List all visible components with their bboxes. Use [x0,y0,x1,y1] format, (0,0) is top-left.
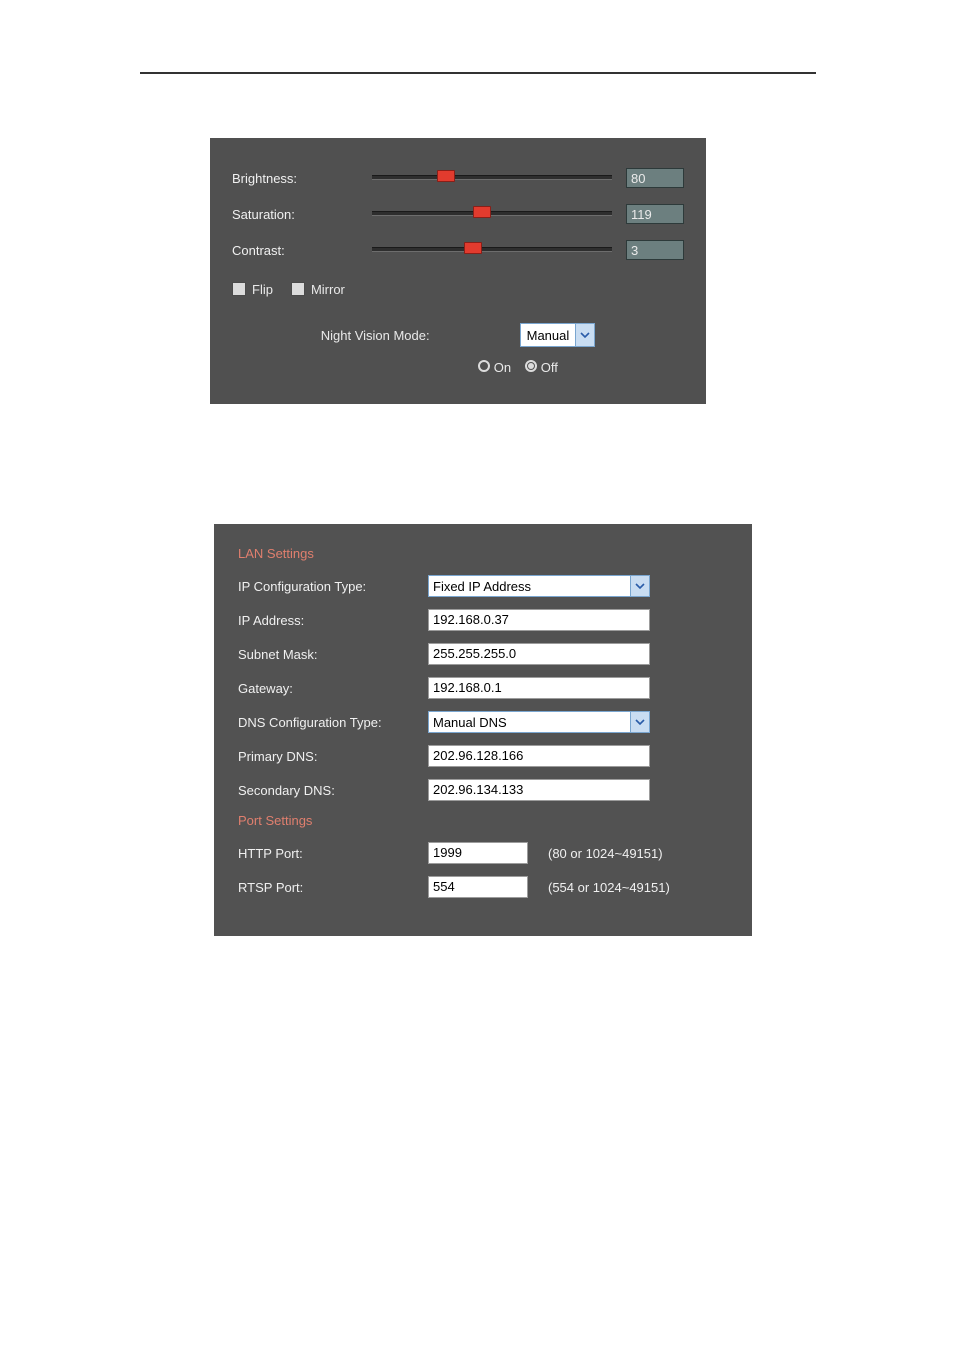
brightness-slider-thumb[interactable] [437,170,455,182]
ip-config-type-value: Fixed IP Address [433,579,531,594]
header-divider [140,72,816,74]
contrast-slider-thumb[interactable] [464,242,482,254]
primary-dns-label: Primary DNS: [238,749,428,764]
mirror-checkbox-wrap[interactable]: Mirror [291,282,345,297]
secondary-dns-label: Secondary DNS: [238,783,428,798]
image-settings-panel: Brightness: 80 Saturation: 119 Contrast:… [210,138,706,404]
chevron-down-icon [630,712,649,732]
nv-on-radio[interactable] [478,360,490,372]
saturation-row: Saturation: 119 [232,196,684,232]
nv-off-label: Off [541,360,558,375]
lan-settings-title: LAN Settings [238,546,728,561]
contrast-label: Contrast: [232,243,372,258]
http-port-label: HTTP Port: [238,846,428,861]
gateway-input[interactable]: 192.168.0.1 [428,677,650,699]
flip-label: Flip [252,282,273,297]
night-vision-label: Night Vision Mode: [321,328,430,343]
night-vision-onoff: On Off [232,360,684,375]
contrast-value[interactable]: 3 [626,240,684,260]
ip-address-input[interactable]: 192.168.0.37 [428,609,650,631]
saturation-label: Saturation: [232,207,372,222]
saturation-value[interactable]: 119 [626,204,684,224]
flip-mirror-row: Flip Mirror [232,276,684,302]
night-vision-row: Night Vision Mode: Manual [232,322,684,348]
flip-checkbox-wrap[interactable]: Flip [232,282,273,297]
primary-dns-input[interactable]: 202.96.128.166 [428,745,650,767]
flip-checkbox[interactable] [232,282,246,296]
brightness-value[interactable]: 80 [626,168,684,188]
http-port-hint: (80 or 1024~49151) [548,846,663,861]
ip-config-type-label: IP Configuration Type: [238,579,428,594]
mirror-checkbox[interactable] [291,282,305,296]
mirror-label: Mirror [311,282,345,297]
ip-address-label: IP Address: [238,613,428,628]
chevron-down-icon [630,576,649,596]
nv-off-radio[interactable] [525,360,537,372]
saturation-slider-thumb[interactable] [473,206,491,218]
dns-config-type-select[interactable]: Manual DNS [428,711,650,733]
brightness-label: Brightness: [232,171,372,186]
http-port-input[interactable]: 1999 [428,842,528,864]
secondary-dns-input[interactable]: 202.96.134.133 [428,779,650,801]
nv-on-radio-wrap[interactable]: On [478,360,511,375]
dns-config-type-value: Manual DNS [433,715,507,730]
lan-settings-panel: LAN Settings IP Configuration Type: Fixe… [214,524,752,936]
chevron-down-icon [575,324,594,346]
gateway-label: Gateway: [238,681,428,696]
nv-on-label: On [494,360,511,375]
rtsp-port-input[interactable]: 554 [428,876,528,898]
saturation-slider[interactable] [372,210,612,218]
ip-config-type-select[interactable]: Fixed IP Address [428,575,650,597]
brightness-row: Brightness: 80 [232,160,684,196]
night-vision-select[interactable]: Manual [520,323,596,347]
rtsp-port-hint: (554 or 1024~49151) [548,880,670,895]
contrast-row: Contrast: 3 [232,232,684,268]
contrast-slider[interactable] [372,246,612,254]
rtsp-port-label: RTSP Port: [238,880,428,895]
brightness-slider[interactable] [372,174,612,182]
dns-config-type-label: DNS Configuration Type: [238,715,428,730]
port-settings-title: Port Settings [238,813,728,828]
subnet-mask-label: Subnet Mask: [238,647,428,662]
nv-off-radio-wrap[interactable]: Off [525,360,558,375]
night-vision-value: Manual [527,328,570,343]
subnet-mask-input[interactable]: 255.255.255.0 [428,643,650,665]
